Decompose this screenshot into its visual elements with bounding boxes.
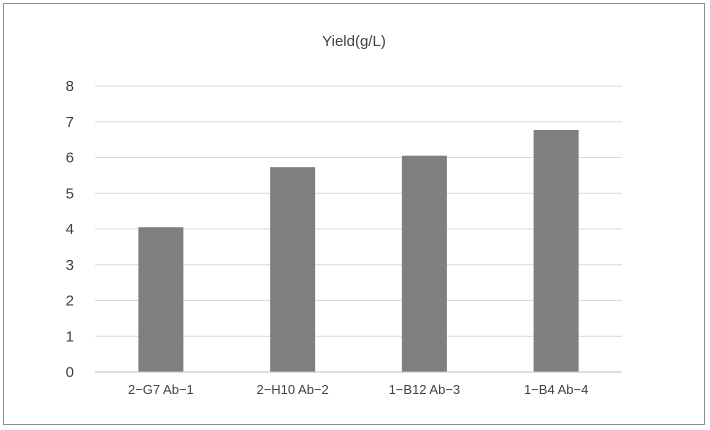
y-tick-label: 5 (66, 185, 74, 202)
x-tick-label: 1−B12 Ab−3 (389, 382, 461, 397)
y-tick-label: 8 (66, 78, 74, 95)
x-tick-label: 1−B4 Ab−4 (524, 382, 588, 397)
y-tick-label: 3 (66, 257, 74, 274)
y-tick-label: 0 (66, 364, 74, 381)
y-tick-label: 7 (66, 114, 74, 131)
y-tick-label: 6 (66, 150, 74, 167)
bar (270, 167, 316, 372)
chart-frame (3, 3, 705, 425)
bar (533, 129, 579, 372)
bar (138, 227, 184, 372)
chart-title: Yield(g/L) (322, 33, 386, 50)
x-tick-label: 2−H10 Ab−2 (256, 382, 328, 397)
y-tick-label: 2 (66, 293, 74, 310)
x-tick-label: 2−G7 Ab−1 (128, 382, 194, 397)
bars (138, 129, 579, 372)
y-axis-ticks: 0 1 2 3 4 5 6 7 8 (66, 78, 74, 381)
x-axis-ticks: 2−G7 Ab−1 2−H10 Ab−2 1−B12 Ab−3 1−B4 Ab−4 (128, 382, 588, 397)
bar (401, 155, 447, 372)
y-tick-label: 4 (66, 221, 74, 238)
y-tick-label: 1 (66, 328, 74, 345)
